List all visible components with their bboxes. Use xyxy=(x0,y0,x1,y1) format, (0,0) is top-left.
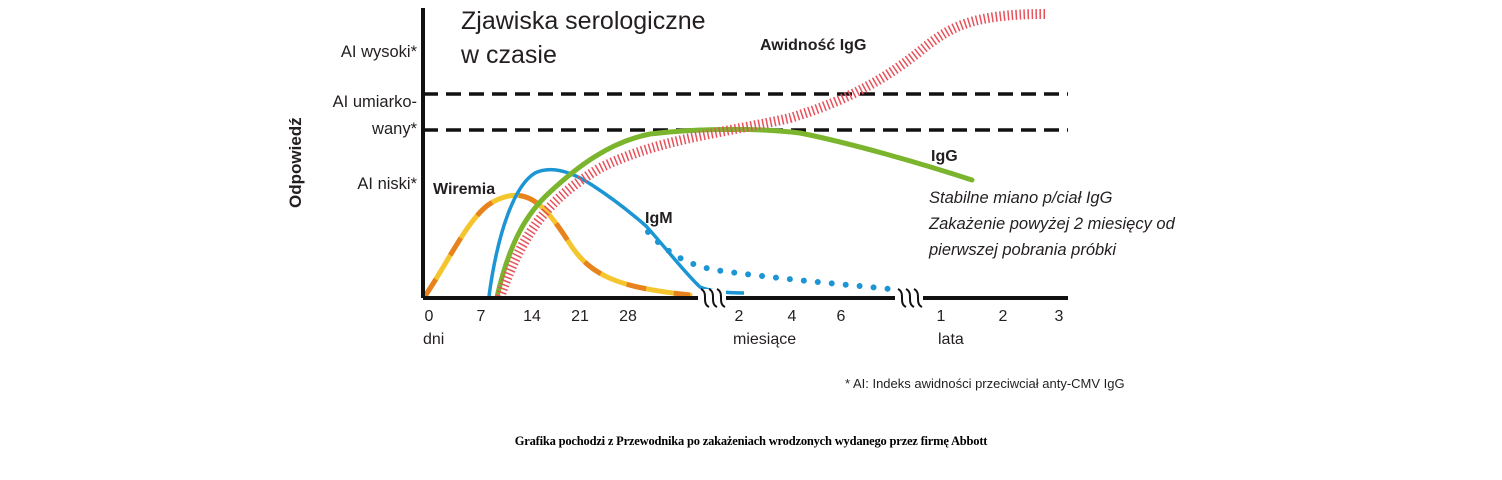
chart-title-line-1: Zjawiska serologiczne xyxy=(461,7,706,35)
y-level-label-high: AI wysoki* xyxy=(341,43,418,61)
x-tick-label: 3 xyxy=(1055,308,1064,325)
series-label-wiremia: Wiremia xyxy=(433,181,495,198)
y-level-label-moderate-2: wany* xyxy=(371,120,418,138)
annotation-line-1: Stabilne miano p/ciał IgG xyxy=(929,189,1113,207)
y-axis-title: Odpowiedź xyxy=(286,117,305,208)
serology-chart: Odpowiedź AI wysoki* AI umiarko- wany* A… xyxy=(286,7,1176,391)
footnote: * AI: Indeks awidności przeciwciał anty-… xyxy=(845,376,1125,391)
x-tick-label: 14 xyxy=(523,308,541,325)
x-tick-label: 0 xyxy=(425,308,434,325)
chart-title-line-2: w czasie xyxy=(460,41,557,69)
image-source-caption: Grafika pochodzi z Przewodnika po zakaże… xyxy=(514,434,988,448)
series-wiremia xyxy=(423,192,693,299)
x-unit-months: miesiące xyxy=(733,331,796,348)
axis-break-years xyxy=(895,288,923,308)
x-tick-label: 2 xyxy=(999,308,1008,325)
x-tick-label: 21 xyxy=(571,308,589,325)
avidity-line xyxy=(495,9,1046,299)
series-label-igm: IgM xyxy=(645,210,673,227)
series-label-avidity: Awidność IgG xyxy=(760,37,866,54)
y-level-label-moderate-1: AI umiarko- xyxy=(333,93,417,111)
x-tick-label: 4 xyxy=(788,308,797,325)
x-tick-label: 7 xyxy=(477,308,486,325)
axis-break-months xyxy=(698,288,726,308)
y-level-label-low: AI niski* xyxy=(357,175,417,193)
annotation-line-3: pierwszej pobrania próbki xyxy=(928,241,1117,259)
x-tick-label: 2 xyxy=(735,308,744,325)
x-tick-label: 28 xyxy=(619,308,637,325)
x-unit-days: dni xyxy=(423,331,444,348)
x-tick-label: 6 xyxy=(837,308,846,325)
igm-line xyxy=(487,167,745,297)
igm-dotted-line xyxy=(645,229,903,293)
series-label-igg: IgG xyxy=(931,148,958,165)
wiremia-line-dashes xyxy=(423,192,691,298)
annotation-line-2: Zakażenie powyżej 2 miesięcy od xyxy=(928,215,1176,233)
igg-line xyxy=(494,126,975,300)
x-tick-label: 1 xyxy=(937,308,946,325)
x-unit-years: lata xyxy=(938,331,964,348)
